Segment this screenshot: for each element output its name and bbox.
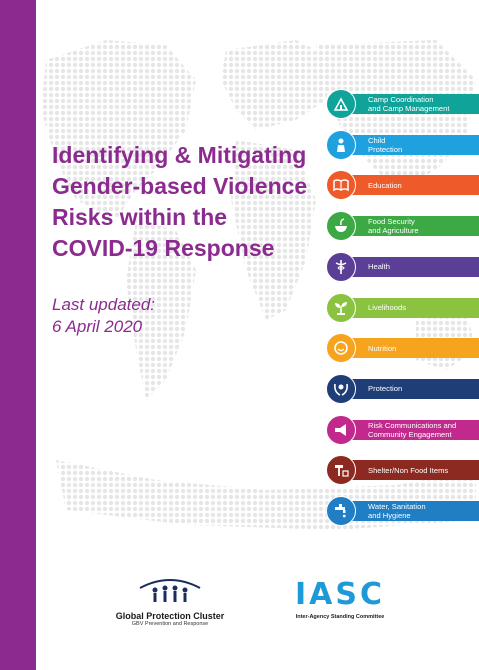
gpc-people-icon bbox=[139, 579, 201, 602]
iasc-logo: IASC Inter-Agency Standing Committee bbox=[280, 577, 400, 621]
cluster-color-bar bbox=[346, 501, 479, 521]
megaphone-icon bbox=[326, 414, 356, 445]
cluster-item: Shelter/Non Food Items bbox=[326, 455, 479, 486]
cluster-label-line: Nutrition bbox=[368, 343, 397, 353]
title-line: Gender-based Violence bbox=[52, 173, 308, 199]
hands-icon bbox=[326, 373, 356, 404]
cluster-color-bar bbox=[346, 175, 479, 196]
hammer-icon bbox=[326, 455, 356, 486]
cluster-item: Nutrition bbox=[326, 333, 479, 364]
cluster-label: Risk Communications and Community Engagem… bbox=[368, 417, 456, 443]
book-icon bbox=[326, 170, 356, 201]
cluster-label-line: and Camp Management bbox=[368, 104, 450, 113]
cluster-label: Shelter/Non Food Items bbox=[368, 457, 448, 483]
cluster-color-bar bbox=[346, 460, 479, 481]
cluster-color-bar bbox=[346, 256, 479, 277]
title-line: COVID-19 Response bbox=[52, 235, 275, 261]
last-updated-label: Last updated: bbox=[52, 295, 156, 314]
cluster-label-line: Protection bbox=[368, 144, 403, 154]
caduceus-icon bbox=[326, 251, 356, 282]
cluster-label-line: Risk Communications and bbox=[368, 420, 457, 430]
title-line: Risks within the bbox=[52, 204, 228, 230]
cluster-color-bar bbox=[346, 338, 479, 359]
title-line: Identifying & Mitigating bbox=[52, 142, 307, 168]
cluster-label-line: Health bbox=[368, 262, 390, 272]
cluster-label-line: and Agriculture bbox=[368, 226, 419, 236]
gpc-logo: Global Protection Cluster GBV Prevention… bbox=[110, 576, 230, 627]
cluster-label: Nutrition bbox=[368, 335, 396, 361]
cluster-item: Food Security and Agriculture bbox=[326, 211, 479, 242]
cluster-label-line: Protection bbox=[368, 384, 403, 394]
gpc-subtitle: GBV Prevention and Response bbox=[131, 621, 209, 627]
cluster-label-line: Livelihoods bbox=[368, 303, 406, 312]
cluster-item: Camp Coordination and Camp Management bbox=[326, 89, 479, 119]
iasc-wordmark: IASC bbox=[294, 577, 385, 612]
cluster-label: Protection bbox=[368, 376, 402, 402]
cluster-color-bar bbox=[346, 419, 479, 440]
cluster-label: Food Security and Agriculture bbox=[368, 213, 419, 239]
cluster-item: Risk Communications and Community Engagem… bbox=[326, 414, 479, 445]
cluster-item: Water, Sanitation and Hygiene bbox=[326, 496, 479, 526]
cluster-color-bar bbox=[346, 94, 479, 114]
gpc-name: Global Protection Cluster bbox=[115, 611, 225, 621]
cluster-label-line: Community Engagement bbox=[368, 429, 452, 439]
cluster-color-bar bbox=[346, 134, 479, 155]
tap-icon bbox=[326, 496, 356, 526]
cluster-label-line: Food Security bbox=[368, 217, 415, 227]
face-icon bbox=[326, 333, 356, 364]
cluster-label: Camp Coordination and Camp Management bbox=[368, 91, 449, 117]
last-updated: Last updated: 6 April 2020 bbox=[52, 294, 155, 338]
camp-icon bbox=[326, 89, 356, 119]
child-icon bbox=[326, 129, 356, 160]
cluster-item: Education bbox=[326, 170, 479, 201]
cluster-label-line: Education bbox=[368, 180, 402, 190]
cluster-label-line: Water, Sanitation bbox=[368, 502, 426, 511]
cluster-label: Education bbox=[368, 172, 402, 198]
cluster-label-line: Child bbox=[368, 135, 386, 145]
page-title: Identifying & Mitigating Gender-based Vi… bbox=[52, 140, 342, 264]
cluster-color-bar bbox=[346, 378, 479, 399]
left-accent-bar bbox=[0, 0, 36, 670]
cluster-item: Protection bbox=[326, 373, 479, 404]
seedling-icon bbox=[326, 292, 356, 323]
cluster-label-line: Camp Coordination bbox=[368, 95, 434, 104]
cluster-label-line: and Hygiene bbox=[368, 511, 411, 520]
bowl-icon bbox=[326, 211, 356, 242]
cluster-label: Health bbox=[368, 254, 390, 280]
last-updated-date: 6 April 2020 bbox=[52, 317, 143, 336]
cluster-color-bar bbox=[346, 216, 479, 237]
cluster-label: Child Protection bbox=[368, 132, 402, 158]
cluster-label: Water, Sanitation and Hygiene bbox=[368, 498, 426, 524]
iasc-subtitle: Inter-Agency Standing Committee bbox=[295, 614, 385, 620]
cluster-label-line: Shelter/Non Food Items bbox=[368, 465, 449, 475]
cluster-label: Livelihoods bbox=[368, 295, 406, 321]
cluster-item: Health bbox=[326, 251, 479, 282]
cluster-item: Livelihoods bbox=[326, 292, 479, 323]
cluster-color-bar bbox=[346, 297, 479, 318]
cluster-item: Child Protection bbox=[326, 129, 479, 160]
